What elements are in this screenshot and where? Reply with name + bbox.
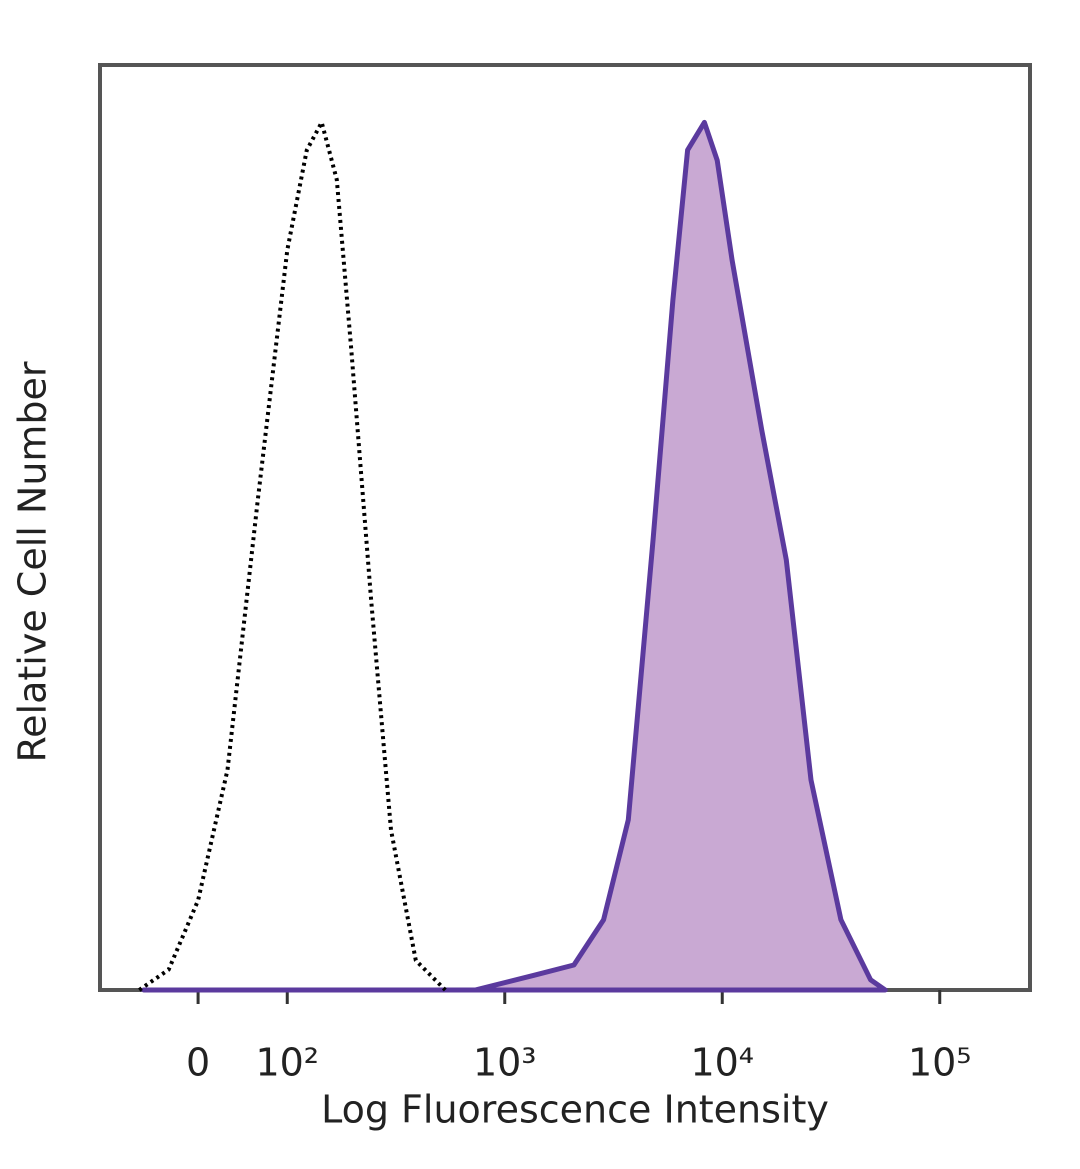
y-axis-label: Relative Cell Number xyxy=(11,361,55,762)
plot-frame xyxy=(98,63,1032,992)
series-line xyxy=(138,120,447,992)
series-line xyxy=(141,119,888,993)
x-tick-label: 10⁵ xyxy=(908,1041,972,1085)
x-tick-label: 0 xyxy=(186,1041,210,1085)
x-tick-label: 10⁴ xyxy=(690,1041,754,1085)
x-tick-label: 10² xyxy=(255,1041,319,1085)
x-tick-label: 10³ xyxy=(473,1041,537,1085)
x-axis-label: Log Fluorescence Intensity xyxy=(321,1088,829,1132)
